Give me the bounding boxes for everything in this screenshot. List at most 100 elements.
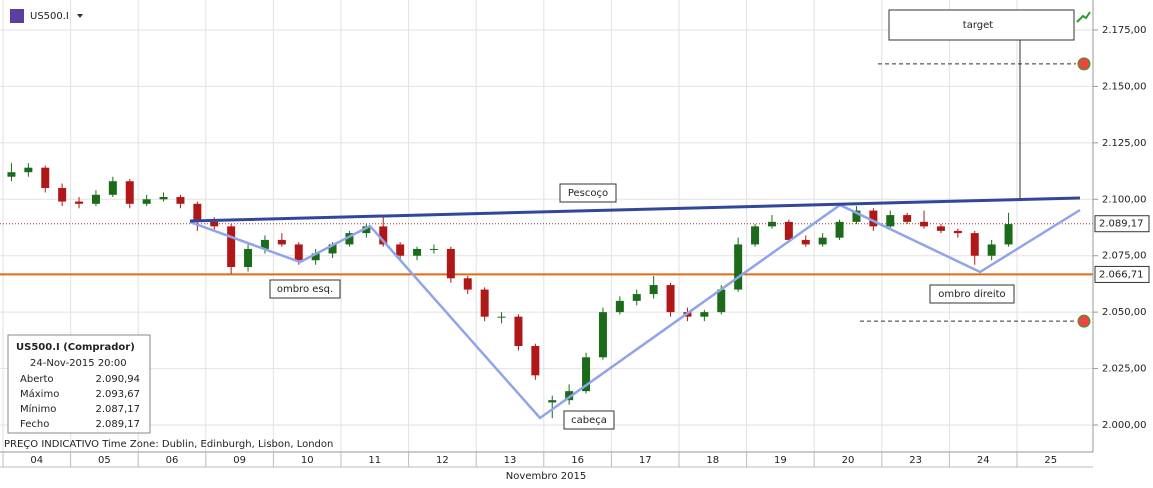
candle-body bbox=[936, 226, 945, 231]
candle-body bbox=[159, 197, 168, 200]
candle-body bbox=[362, 226, 371, 234]
info-key: Aberto bbox=[20, 374, 54, 385]
candle-body bbox=[818, 237, 827, 245]
candle-body bbox=[7, 172, 16, 177]
price-label-box bbox=[1094, 215, 1150, 233]
candle-body bbox=[835, 221, 844, 238]
x-tick-label: 18 bbox=[706, 455, 719, 466]
x-tick-label: 23 bbox=[909, 455, 922, 466]
candle-body bbox=[429, 248, 438, 250]
candle-body bbox=[734, 244, 743, 290]
dropdown-arrow[interactable] bbox=[77, 14, 83, 18]
candle-body bbox=[886, 215, 895, 227]
candle-body bbox=[58, 188, 67, 202]
info-value: 2.089,17 bbox=[95, 419, 140, 430]
candle-body bbox=[413, 248, 422, 256]
candle-body bbox=[24, 167, 33, 173]
candle-body bbox=[649, 285, 658, 295]
x-tick-label: 06 bbox=[166, 455, 179, 466]
y-tick-label: 2.175,00 bbox=[1102, 25, 1147, 36]
y-tick-label: 2.025,00 bbox=[1102, 364, 1147, 375]
candles bbox=[7, 163, 1013, 419]
candle-body bbox=[345, 233, 354, 245]
target-box bbox=[888, 9, 1075, 41]
candle-body bbox=[176, 197, 185, 204]
candle-body bbox=[91, 194, 100, 204]
annotation-box bbox=[269, 279, 341, 299]
candle-body bbox=[970, 233, 979, 256]
y-tick-label: 2.075,00 bbox=[1102, 251, 1147, 262]
order-icon bbox=[1077, 314, 1091, 328]
info-time: 24-Nov-2015 20:00 bbox=[30, 358, 127, 369]
x-tick-label: 13 bbox=[504, 455, 517, 466]
candle-body bbox=[142, 199, 151, 204]
y-tick-label: 2.050,00 bbox=[1102, 307, 1147, 318]
candle-body bbox=[751, 226, 760, 245]
x-tick-label: 12 bbox=[436, 455, 449, 466]
info-box bbox=[7, 334, 151, 434]
info-value: 2.087,17 bbox=[95, 404, 140, 415]
grid bbox=[0, 0, 1093, 452]
candle-body bbox=[514, 316, 523, 346]
x-tick-label: 25 bbox=[1044, 455, 1057, 466]
footer: PREÇO INDICATIVO Time Zone: Dublin, Edin… bbox=[4, 439, 333, 450]
x-axis-area bbox=[0, 452, 1093, 484]
price-label: 2.066,71 bbox=[1099, 269, 1144, 280]
candle-body bbox=[75, 201, 84, 204]
candle-body bbox=[379, 226, 388, 245]
candle-body bbox=[615, 300, 624, 313]
y-tick-label: 2.125,00 bbox=[1102, 138, 1147, 149]
candle-body bbox=[497, 316, 506, 318]
candle-body bbox=[125, 181, 134, 204]
candle-body bbox=[1004, 224, 1013, 245]
candle-body bbox=[767, 221, 776, 227]
annotation: target bbox=[963, 20, 993, 31]
candle-body bbox=[480, 289, 489, 317]
candle-body bbox=[598, 312, 607, 358]
plot-area bbox=[0, 0, 1093, 452]
candle-body bbox=[311, 253, 320, 261]
candle-body bbox=[565, 391, 574, 401]
x-tick-label: 16 bbox=[571, 455, 584, 466]
pattern-line bbox=[189, 203, 1081, 420]
x-tick-label: 05 bbox=[98, 455, 111, 466]
candle-body bbox=[903, 215, 912, 222]
candle-body bbox=[277, 239, 286, 245]
info-title: US500.I (Comprador) bbox=[16, 342, 135, 353]
candle-body bbox=[193, 203, 202, 222]
candle-body bbox=[852, 210, 861, 222]
candle-body bbox=[294, 244, 303, 261]
symbol[interactable]: US500.I bbox=[30, 11, 69, 22]
annotation: ombro direito bbox=[938, 289, 1005, 300]
candle-body bbox=[396, 244, 405, 256]
candle-body bbox=[260, 239, 269, 249]
x-tick-label: 17 bbox=[639, 455, 652, 466]
annotation-box bbox=[929, 284, 1015, 304]
candle-body bbox=[801, 239, 810, 245]
candle-body bbox=[531, 346, 540, 376]
x-tick-label: 04 bbox=[30, 455, 43, 466]
price-label: 2.089,17 bbox=[1099, 219, 1144, 230]
annotation: cabeça bbox=[571, 415, 607, 426]
candle-body bbox=[666, 285, 675, 313]
trend-icon[interactable] bbox=[1076, 11, 1091, 23]
candle-body bbox=[210, 221, 219, 227]
x-tick-label: 24 bbox=[977, 455, 990, 466]
x-tick-label: 09 bbox=[233, 455, 246, 466]
x-tick-label: 11 bbox=[368, 455, 381, 466]
candle-body bbox=[987, 244, 996, 256]
x-axis-label: Novembro 2015 bbox=[506, 471, 586, 482]
candle-body bbox=[717, 289, 726, 313]
price-label-box bbox=[1094, 265, 1150, 283]
annotation-box bbox=[563, 410, 615, 430]
annotation: Pescoço bbox=[568, 188, 608, 199]
y-tick-label: 2.100,00 bbox=[1102, 194, 1147, 205]
info-rows: Aberto 2.090,94 Máximo 2.093,67 Mínimo 2.087,… bbox=[20, 374, 140, 430]
candle-body bbox=[227, 226, 236, 267]
x-tick-label: 19 bbox=[774, 455, 787, 466]
info-value: 2.090,94 bbox=[95, 374, 140, 385]
candle-body bbox=[869, 210, 878, 227]
candle-body bbox=[463, 278, 472, 290]
